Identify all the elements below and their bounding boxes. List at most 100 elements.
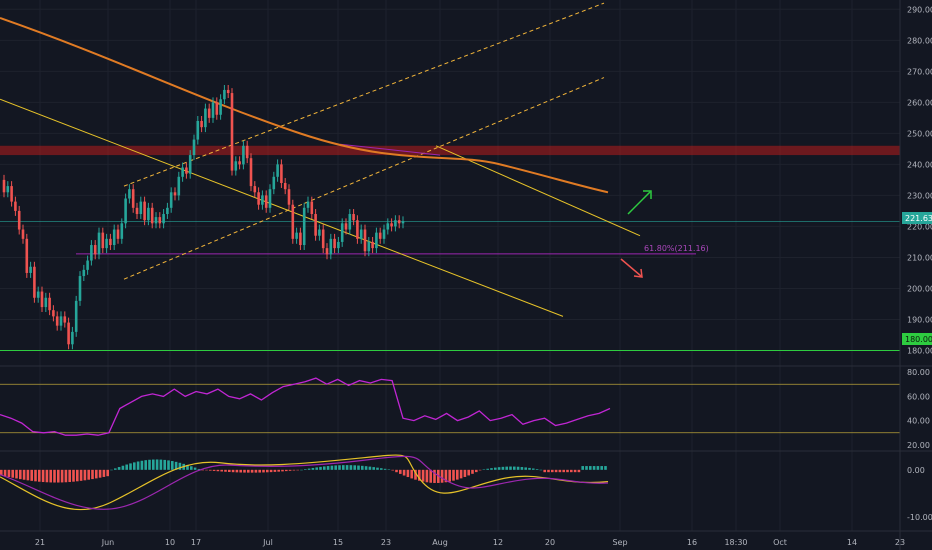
macd-histogram-bar [475,469,478,473]
candle-body [124,198,127,224]
macd-histogram-bar [247,469,250,473]
resistance-zone [0,145,900,156]
macd-histogram-bar [524,467,527,470]
macd-histogram-bar [414,469,417,480]
macd-histogram-bar [357,465,360,470]
macd-histogram-bar [501,466,505,470]
macd-histogram-bar [547,469,550,473]
candle-body [295,232,298,239]
macd-histogram-bar [258,469,261,473]
bearish-arrow-icon [620,258,643,278]
candle-body [177,176,181,196]
candle-body [25,238,29,273]
macd-histogram-bar [494,467,497,470]
macd-histogram-bar [209,469,212,471]
macd-histogram-bar [136,461,140,470]
macd-histogram-bar [566,469,569,473]
candle-body [394,220,397,227]
macd-histogram-bar [281,469,284,472]
candle-body [211,102,215,118]
macd-histogram-bar [421,469,425,482]
macd-histogram-bar [3,469,7,477]
macd-histogram-bar [72,469,75,482]
macd-histogram-bar [285,469,288,472]
macd-tick-label: -10.00 [907,513,932,522]
candle-body [40,291,44,308]
candle-body [234,161,238,171]
candle-body [223,89,226,100]
macd-histogram-bar [383,468,387,470]
macd-histogram-bar [178,462,182,470]
macd-histogram-bar [98,469,102,478]
macd-histogram-bar [129,463,132,470]
rsi-tick-label: 80.00 [907,368,930,377]
candle-body [105,238,108,249]
macd-histogram-bar [418,469,421,481]
macd-histogram-bar [216,469,220,472]
candle-body [154,217,158,224]
time-axis[interactable]: 21 Jun 10 17 Jul 15 23 Aug 12 20 Sep 16 18:30 Oct 14 23 [35,538,905,547]
candle-body [397,220,401,224]
macd-histogram-bar [338,465,341,470]
candle-body [63,316,67,323]
macd-pane [0,454,609,511]
macd-histogram-bar [600,466,603,470]
macd-histogram-bar [117,467,121,470]
macd-histogram-bar [410,469,413,479]
macd-histogram-bar [307,468,311,470]
candle-body [2,179,6,193]
macd-histogram-bar [554,469,558,473]
macd-histogram-bar [174,461,178,470]
candle-body [390,223,393,227]
macd-histogram-bar [76,469,79,482]
macd-histogram-bar [262,469,265,473]
candlestick-series [2,84,405,350]
macd-histogram-bar [277,469,280,472]
macd-histogram-bar [425,469,429,483]
macd-histogram-bar [604,466,607,470]
macd-histogram-bar [380,468,383,470]
candle-body [352,214,355,221]
macd-histogram-bar [345,465,349,470]
macd-histogram-bar [558,469,562,473]
rsi-line [0,377,611,436]
macd-histogram-bar [266,469,269,473]
price-tick-label: 220.00 [907,222,932,231]
candle-body [264,195,268,208]
candle-body [196,120,200,140]
candle-body [242,145,245,165]
price-tick-label: 230.00 [907,191,932,200]
candle-body [112,229,116,246]
macd-histogram-bar [391,469,394,471]
candle-body [82,269,86,277]
macd-histogram-bar [452,469,455,481]
macd-histogram-bar [102,469,106,477]
candle-body [93,245,97,255]
macd-histogram-bar [551,469,554,473]
price-tick-label: 280.00 [907,36,932,45]
macd-histogram-bar [440,469,444,483]
candle-body [169,192,173,208]
candle-body [116,229,120,239]
macd-histogram-bar [581,466,584,470]
time-tick-label: 23 [381,538,391,547]
candle-body [131,189,135,208]
price-axis[interactable]: 290.00 280.00 270.00 260.00 250.00 240.00 230.… [907,5,932,355]
macd-histogram-bar [577,469,581,473]
macd-histogram-bar [402,469,406,476]
time-tick-label: 23 [895,538,905,547]
macd-histogram-bar [144,460,147,470]
macd-histogram-bar [26,469,30,481]
candle-body [302,207,306,246]
macd-histogram-bar [585,466,588,470]
candle-body [192,139,196,156]
price-tick-label: 290.00 [907,5,932,14]
macd-histogram-bar [486,468,489,470]
candle-body [150,207,154,224]
candle-body [371,241,374,249]
candle-body [276,164,279,177]
macd-histogram-bar [201,469,204,471]
macd-histogram-bar [220,469,223,472]
candle-body [386,223,390,230]
